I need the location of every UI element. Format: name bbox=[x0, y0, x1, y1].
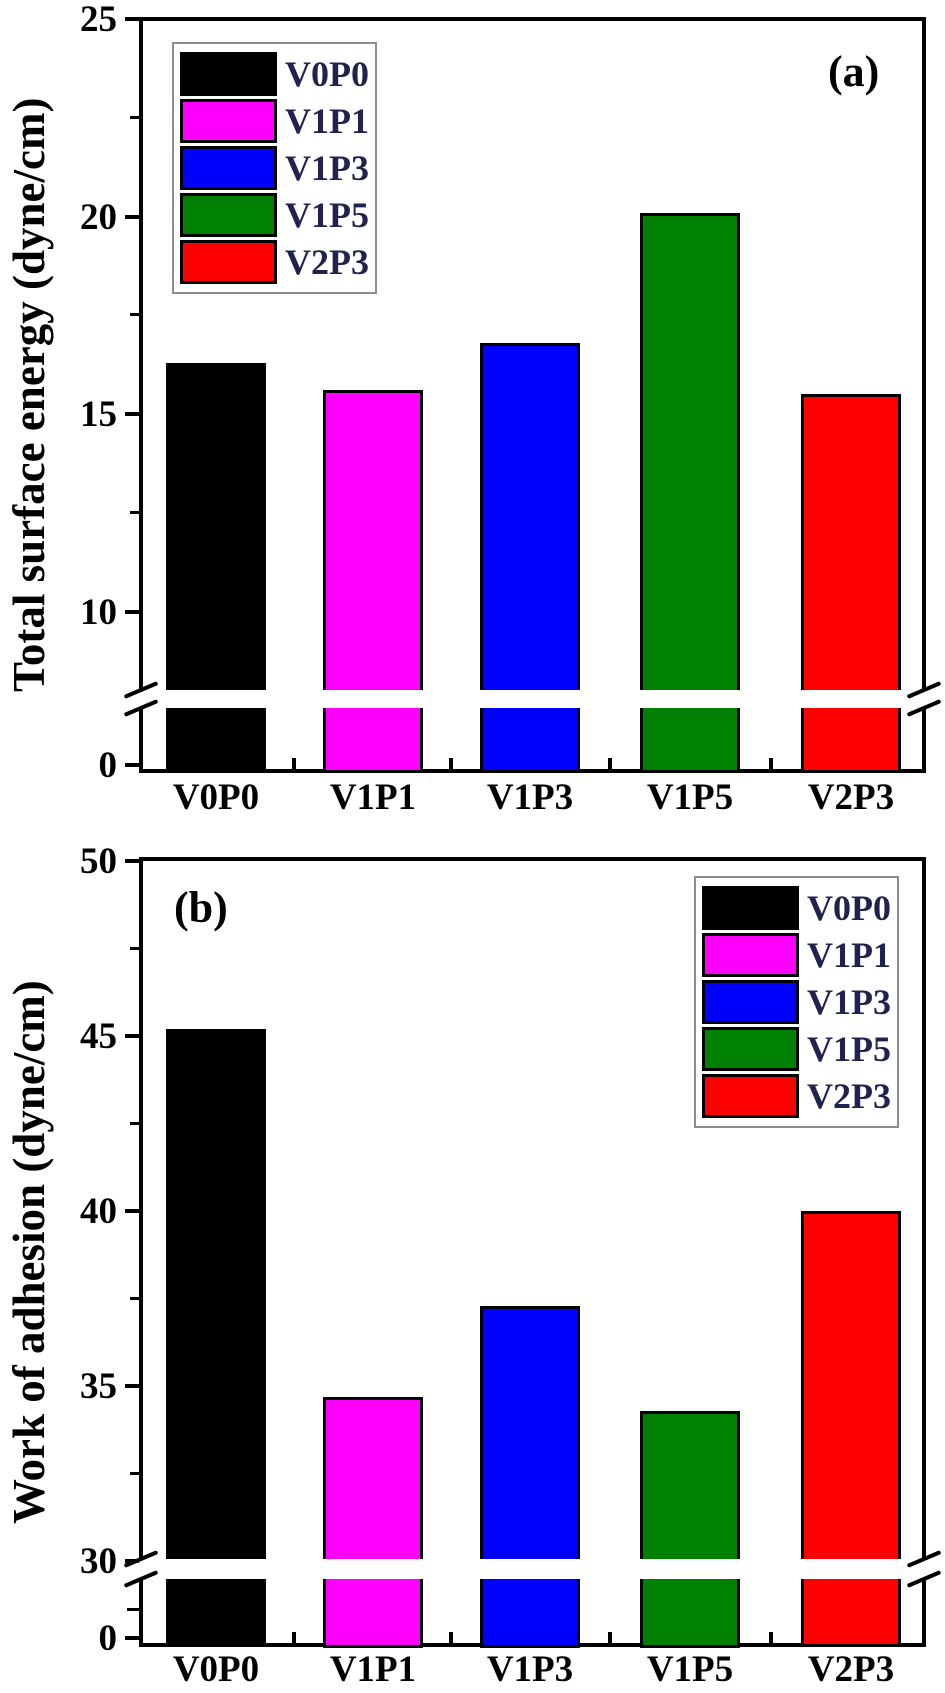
bar-V2P3 bbox=[801, 1211, 901, 1647]
y-minor-tick bbox=[130, 511, 139, 514]
legend-label: V0P0 bbox=[807, 888, 891, 928]
x-boundary-tick bbox=[292, 1632, 296, 1643]
x-boundary-tick bbox=[769, 758, 773, 769]
legend-label: V1P3 bbox=[807, 982, 891, 1022]
panel-label-b: (b) bbox=[174, 883, 228, 932]
y-axis-title-a: Total surface energy (dyne/cm) bbox=[4, 97, 54, 693]
legend-label: V1P3 bbox=[285, 148, 369, 188]
axis-break-gap bbox=[126, 690, 939, 708]
legend-swatch-V1P3 bbox=[180, 146, 277, 190]
legend-swatch-V1P3 bbox=[702, 980, 799, 1024]
x-category-label-V1P1: V1P1 bbox=[329, 777, 417, 818]
x-boundary-tick bbox=[769, 1632, 773, 1643]
legend-row-V1P5: V1P5 bbox=[180, 193, 369, 237]
bar-V1P3 bbox=[480, 343, 580, 773]
legend-label: V1P5 bbox=[285, 195, 369, 235]
y-minor-tick bbox=[130, 1297, 139, 1300]
y-major-tick bbox=[125, 17, 139, 21]
y-minor-tick bbox=[130, 313, 139, 316]
x-category-label-V2P3: V2P3 bbox=[807, 777, 895, 818]
y-tick-label: 20 bbox=[80, 197, 117, 238]
y-minor-tick bbox=[130, 116, 139, 119]
legend: V0P0 V1P1 V1P3 V1P5 V2P3 bbox=[172, 42, 377, 294]
bar-V1P5 bbox=[640, 1411, 740, 1648]
x-category-label-V0P0: V0P0 bbox=[172, 777, 260, 818]
bar-V2P3 bbox=[801, 394, 901, 773]
y-major-tick bbox=[125, 1209, 139, 1213]
legend-label: V0P0 bbox=[285, 54, 369, 94]
y-tick-label: 50 bbox=[80, 841, 117, 882]
bar-V0P0 bbox=[166, 363, 266, 773]
y-major-tick bbox=[125, 412, 139, 416]
panel-label-a: (a) bbox=[828, 47, 880, 96]
legend-row-V1P3: V1P3 bbox=[180, 146, 369, 190]
y-tick-label: 10 bbox=[80, 592, 117, 633]
y-zero-label: 0 bbox=[98, 745, 118, 786]
x-category-label-V1P1: V1P1 bbox=[329, 1649, 417, 1690]
legend-label: V2P3 bbox=[807, 1076, 891, 1116]
y-minor-tick-lower bbox=[127, 1608, 139, 1611]
legend-swatch-V0P0 bbox=[180, 52, 277, 96]
y-minor-tick bbox=[130, 1122, 139, 1125]
y-zero-tick bbox=[125, 763, 139, 767]
y-tick-label: 40 bbox=[80, 1191, 117, 1232]
legend-row-V0P0: V0P0 bbox=[180, 52, 369, 96]
y-zero-tick bbox=[125, 1636, 139, 1640]
x-boundary-tick bbox=[608, 758, 612, 769]
legend-label: V1P1 bbox=[807, 935, 891, 975]
legend-row-V0P0: V0P0 bbox=[702, 886, 891, 930]
bar-V1P1 bbox=[323, 1397, 423, 1648]
x-category-label-V1P3: V1P3 bbox=[486, 777, 574, 818]
y-tick-label: 15 bbox=[80, 394, 117, 435]
bar-V1P3 bbox=[480, 1306, 580, 1648]
y-major-tick bbox=[125, 1384, 139, 1388]
y-axis-title-b: Work of adhesion (dyne/cm) bbox=[4, 980, 54, 1524]
x-category-label-V1P5: V1P5 bbox=[646, 777, 734, 818]
y-tick-label: 35 bbox=[80, 1366, 117, 1407]
x-boundary-tick bbox=[292, 758, 296, 769]
legend-swatch-V1P5 bbox=[702, 1027, 799, 1071]
bar-V1P5 bbox=[640, 213, 740, 773]
axis-break-gap bbox=[126, 1559, 939, 1579]
legend: V0P0 V1P1 V1P3 V1P5 V2P3 bbox=[694, 876, 899, 1128]
legend-label: V1P1 bbox=[285, 101, 369, 141]
y-minor-tick bbox=[130, 1472, 139, 1475]
bar-V1P1 bbox=[323, 390, 423, 773]
x-boundary-tick bbox=[449, 758, 453, 769]
x-boundary-tick bbox=[608, 1632, 612, 1643]
y-tick-label: 30 bbox=[80, 1541, 117, 1582]
legend-row-V2P3: V2P3 bbox=[702, 1074, 891, 1118]
legend-swatch-V2P3 bbox=[702, 1074, 799, 1118]
legend-row-V1P1: V1P1 bbox=[702, 933, 891, 977]
y-tick-label: 45 bbox=[80, 1016, 117, 1057]
x-category-label-V1P3: V1P3 bbox=[486, 1649, 574, 1690]
legend-row-V1P3: V1P3 bbox=[702, 980, 891, 1024]
y-minor-tick bbox=[130, 947, 139, 950]
x-category-label-V0P0: V0P0 bbox=[172, 1649, 260, 1690]
legend-swatch-V1P1 bbox=[180, 99, 277, 143]
legend-swatch-V0P0 bbox=[702, 886, 799, 930]
y-major-tick bbox=[125, 215, 139, 219]
x-category-label-V1P5: V1P5 bbox=[646, 1649, 734, 1690]
y-zero-label: 0 bbox=[98, 1618, 118, 1659]
legend-row-V2P3: V2P3 bbox=[180, 240, 369, 284]
legend-swatch-V1P5 bbox=[180, 193, 277, 237]
legend-label: V1P5 bbox=[807, 1029, 891, 1069]
legend-swatch-V2P3 bbox=[180, 240, 277, 284]
legend-row-V1P1: V1P1 bbox=[180, 99, 369, 143]
y-major-tick bbox=[125, 610, 139, 614]
y-tick-label: 25 bbox=[80, 0, 117, 40]
x-boundary-tick bbox=[449, 1632, 453, 1643]
legend-label: V2P3 bbox=[285, 242, 369, 282]
legend-swatch-V1P1 bbox=[702, 933, 799, 977]
legend-row-V1P5: V1P5 bbox=[702, 1027, 891, 1071]
y-major-tick bbox=[125, 859, 139, 863]
x-category-label-V2P3: V2P3 bbox=[807, 1649, 895, 1690]
y-major-tick bbox=[125, 1034, 139, 1038]
bar-V0P0 bbox=[166, 1029, 266, 1647]
